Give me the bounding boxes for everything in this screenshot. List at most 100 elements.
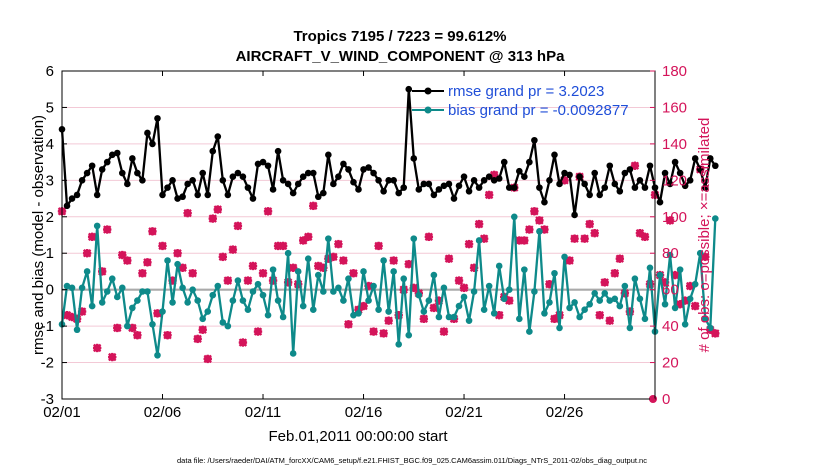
y2-tick-label: 100 [662, 209, 687, 226]
obs-assimilated-marker [349, 269, 358, 278]
bias-point [445, 313, 453, 321]
chart-subtitle: AIRCRAFT_V_WIND_COMPONENT @ 313 hPa [236, 48, 566, 65]
obs-assimilated-marker [309, 201, 318, 211]
obs-assimilated-marker [520, 236, 529, 245]
obs-assimilated-marker [570, 234, 579, 243]
bias-point [581, 306, 588, 314]
y2-tick-label: 0 [662, 391, 670, 408]
bias-point [325, 235, 332, 242]
bias-point [204, 308, 212, 315]
rmse-point [63, 202, 71, 210]
rmse-point [616, 187, 624, 195]
rmse-point [420, 180, 428, 188]
legend-bias-marker [424, 106, 432, 114]
bias-point [340, 297, 347, 304]
bias-point [294, 268, 302, 275]
bias-point [234, 277, 242, 284]
obs-assimilated-marker [585, 219, 594, 229]
bias-point [229, 297, 237, 304]
rmse-point [526, 158, 533, 166]
rmse-point [279, 177, 287, 184]
y-tick-label: 1 [46, 245, 54, 262]
x-tick-label: 02/21 [445, 404, 483, 421]
bias-point [531, 288, 538, 295]
rmse-point [516, 167, 523, 175]
bias-point [274, 297, 282, 304]
rmse-point [259, 158, 267, 166]
rmse-point [490, 177, 498, 184]
rmse-point [712, 162, 719, 170]
bias-point [219, 319, 227, 326]
obs-assimilated-marker [243, 276, 253, 285]
rmse-point [541, 198, 548, 206]
rmse-point [385, 177, 392, 184]
bias-point [561, 253, 568, 261]
bias-point [586, 300, 593, 308]
bias-point [214, 282, 222, 290]
rmse-point [224, 191, 232, 199]
rmse-point [309, 169, 317, 177]
legend-rmse-label: rmse grand pr = 3.2023 [448, 83, 604, 100]
bias-point [264, 311, 272, 319]
bias-point [455, 302, 463, 310]
rmse-point [219, 177, 227, 184]
obs-assimilated-marker [595, 310, 604, 320]
obs-assimilated-marker [133, 331, 142, 340]
x-tick-label: 02/16 [345, 404, 383, 421]
rmse-point [299, 173, 307, 180]
rmse-point [546, 177, 553, 184]
bias-point [631, 275, 639, 283]
rmse-point [495, 175, 503, 182]
rmse-point [189, 177, 196, 184]
bias-point [671, 304, 679, 312]
rmse-point [661, 169, 669, 177]
rmse-point [234, 169, 242, 177]
bias-point [88, 302, 96, 310]
obs-assimilated-marker [218, 252, 228, 262]
bias-point [536, 228, 543, 235]
bias-point [309, 306, 317, 314]
bias-point [345, 275, 352, 283]
x-axis-label: Feb.01,2011 00:00:00 start [268, 428, 448, 445]
rmse-point [320, 189, 327, 197]
bias-point [470, 288, 478, 295]
x-tick-label: 02/06 [144, 404, 182, 421]
y-tick-label: -1 [41, 318, 54, 335]
bias-point [314, 271, 322, 279]
bias-point [681, 320, 689, 328]
rmse-point [425, 180, 433, 188]
rmse-point [576, 173, 583, 180]
bias-point [526, 328, 533, 335]
obs-assimilated-marker [108, 352, 117, 362]
rmse-point [475, 184, 483, 191]
bias-point [78, 284, 86, 292]
rmse-point [239, 173, 247, 180]
chart-title: Tropics 7195 / 7223 = 99.612% [293, 28, 506, 45]
bias-point [199, 315, 207, 323]
data-file-footnote: data file: /Users/raeder/DAI/ATM_forcXX/… [177, 456, 647, 465]
bias-point [415, 291, 423, 299]
rmse-point [289, 189, 297, 197]
y2-tick-label: 20 [662, 355, 679, 372]
rmse-point [249, 195, 257, 202]
rmse-point [656, 198, 664, 206]
obs-assimilated-marker [188, 269, 197, 278]
rmse-point [591, 169, 598, 177]
bias-point [108, 275, 116, 283]
bias-point [606, 297, 614, 304]
bias-point [440, 284, 448, 292]
rmse-point [335, 173, 342, 180]
bias-point [179, 284, 186, 292]
obs-assimilated-marker [590, 228, 599, 238]
obs-assimilated-marker [143, 258, 152, 267]
obs-assimilated-marker [384, 316, 393, 325]
obs-assimilated-marker [334, 239, 343, 249]
rmse-point [78, 177, 86, 184]
bias-point [556, 324, 563, 332]
obs-assimilated-marker [530, 207, 539, 216]
rmse-point [621, 169, 629, 177]
obs-assimilated-marker [278, 241, 288, 251]
bias-point [360, 268, 367, 275]
bias-point [435, 313, 443, 321]
